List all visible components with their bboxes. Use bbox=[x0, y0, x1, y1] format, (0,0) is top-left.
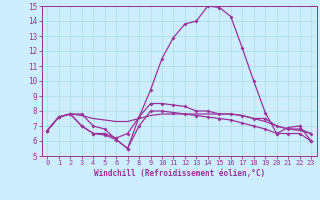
X-axis label: Windchill (Refroidissement éolien,°C): Windchill (Refroidissement éolien,°C) bbox=[94, 169, 265, 178]
